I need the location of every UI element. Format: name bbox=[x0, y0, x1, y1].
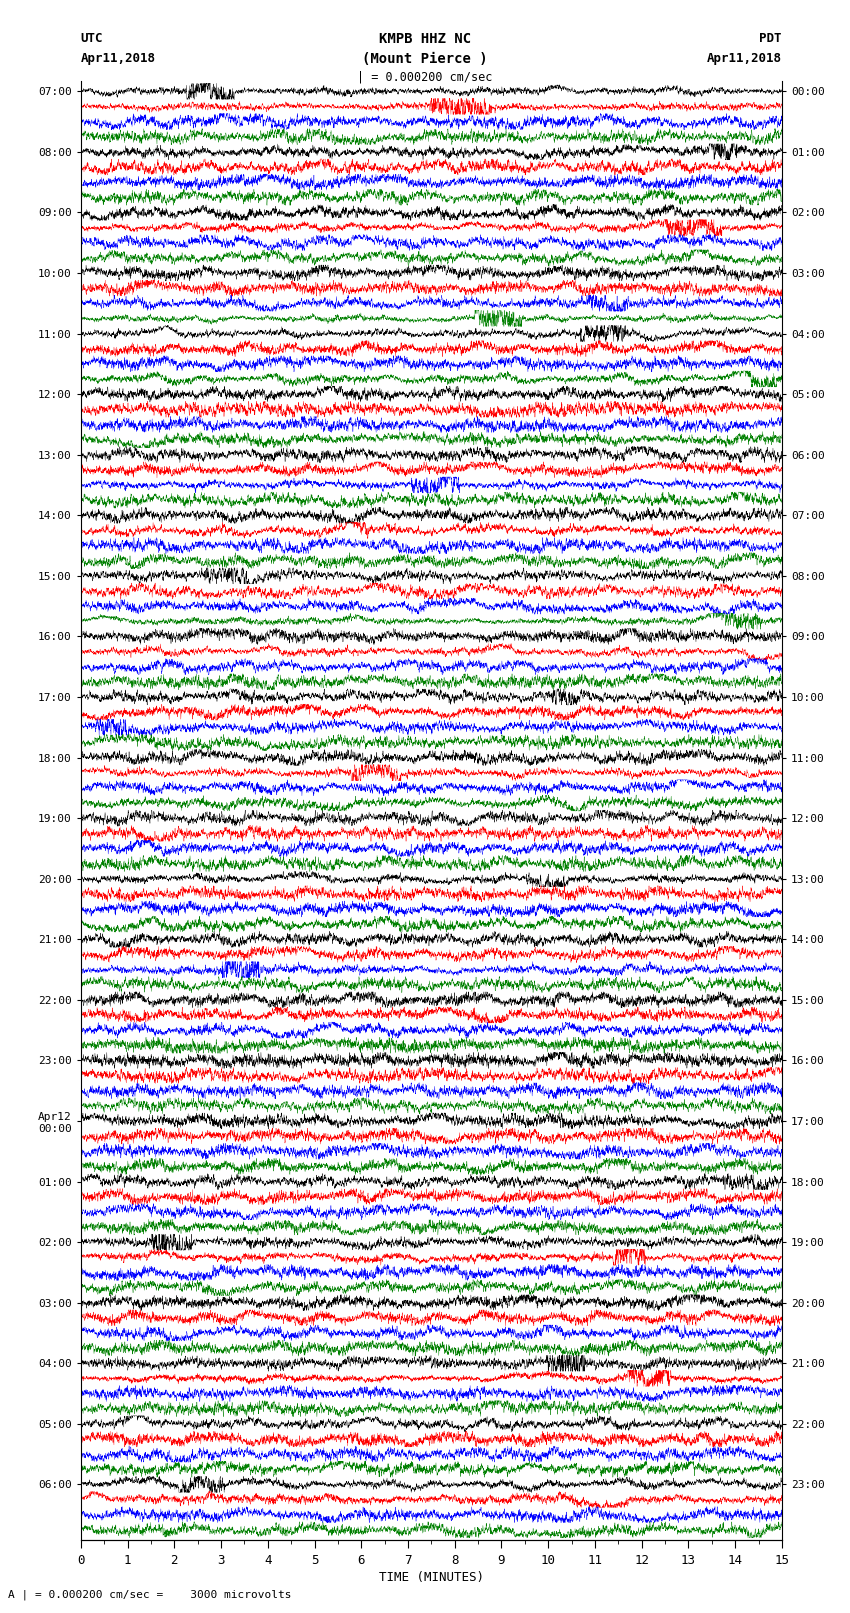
Text: | = 0.000200 cm/sec: | = 0.000200 cm/sec bbox=[357, 71, 493, 84]
Text: PDT: PDT bbox=[760, 32, 782, 45]
Text: Apr11,2018: Apr11,2018 bbox=[81, 52, 156, 65]
Text: (Mount Pierce ): (Mount Pierce ) bbox=[362, 52, 488, 66]
Text: Apr11,2018: Apr11,2018 bbox=[707, 52, 782, 65]
Text: A | = 0.000200 cm/sec =    3000 microvolts: A | = 0.000200 cm/sec = 3000 microvolts bbox=[8, 1589, 292, 1600]
X-axis label: TIME (MINUTES): TIME (MINUTES) bbox=[379, 1571, 484, 1584]
Text: UTC: UTC bbox=[81, 32, 103, 45]
Text: KMPB HHZ NC: KMPB HHZ NC bbox=[379, 32, 471, 47]
